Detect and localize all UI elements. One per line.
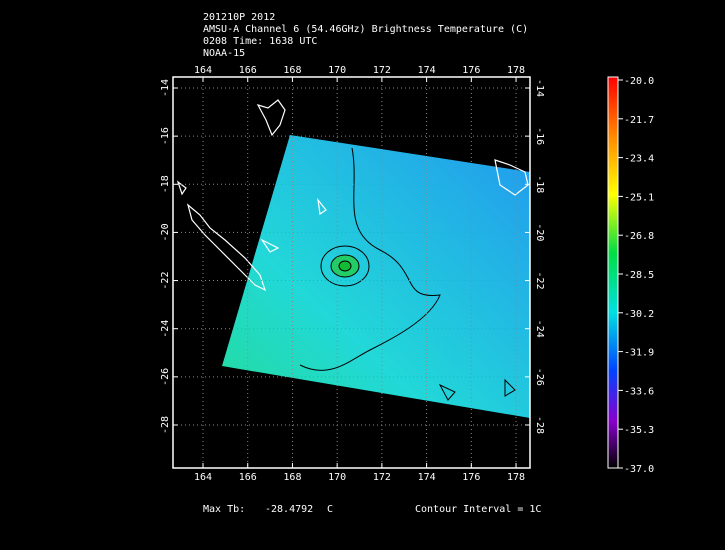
lon-label: 174 [418, 472, 436, 483]
colorbar-label: -33.6 [624, 386, 654, 397]
lat-label: -18 [534, 175, 545, 193]
colorbar-label: -28.5 [624, 270, 654, 281]
lon-label: 164 [194, 65, 212, 76]
colorbar-label: -31.9 [624, 348, 654, 359]
contour-line [338, 260, 352, 272]
lon-label: 176 [462, 472, 480, 483]
colorbar-label: -21.7 [624, 115, 654, 126]
lat-label: -14 [160, 79, 171, 97]
lat-label: -18 [160, 175, 171, 193]
lon-label: 166 [239, 472, 257, 483]
contour-line [320, 245, 370, 287]
lat-label: -28 [160, 416, 171, 434]
contour-interval: Contour Interval = 1C [415, 504, 541, 515]
coastline [186, 203, 267, 292]
lat-label: -22 [160, 272, 171, 290]
max-unit: C [327, 504, 333, 515]
lat-label: -26 [534, 368, 545, 386]
colorbar-label: -35.3 [624, 425, 654, 436]
header-line: 201210P 2012 [203, 12, 275, 23]
lat-label: -16 [534, 127, 545, 145]
lon-label: 168 [283, 472, 301, 483]
lat-label: -28 [534, 416, 545, 434]
lon-label: 164 [194, 472, 212, 483]
lat-label: -24 [160, 320, 171, 338]
lat-label: -24 [534, 320, 545, 338]
lat-label: -20 [160, 223, 171, 241]
colorbar-labels: -20.0 -21.7 -23.4 -25.1 -26.8 -28.5 -30.2 -31.9… [618, 76, 654, 475]
coastline [494, 159, 529, 196]
coastline [256, 99, 286, 137]
lon-label: 174 [418, 65, 436, 76]
swath [222, 135, 530, 418]
lon-label: 178 [507, 65, 525, 76]
lon-label: 170 [328, 65, 346, 76]
lon-label: 172 [373, 472, 391, 483]
lat-label: -16 [160, 127, 171, 145]
max-value: -28.4792 [265, 504, 313, 515]
lon-label: 172 [373, 65, 391, 76]
lon-label: 176 [462, 65, 480, 76]
lat-label: -14 [534, 79, 545, 97]
lon-label: 170 [328, 472, 346, 483]
lon-label: 168 [283, 65, 301, 76]
colorbar-label: -30.2 [624, 309, 654, 320]
header-line: NOAA-15 [203, 48, 245, 59]
colorbar [607, 76, 619, 469]
coastlines [176, 99, 529, 292]
lon-label: 166 [239, 65, 257, 76]
graticule: 164 164 166 166 168 168 170 170 172 172 174 174 176 1… [160, 65, 545, 483]
lat-label: -20 [534, 223, 545, 241]
lat-label: -22 [534, 272, 545, 290]
footer: Max Tb: -28.4792 C Contour Interval = 1C [203, 504, 541, 515]
lat-label: -26 [160, 368, 171, 386]
header-line: 0208 Time: 1638 UTC [203, 36, 317, 47]
colorbar-label: -37.0 [624, 464, 654, 475]
coastline [176, 180, 327, 253]
colorbar-label: -20.0 [624, 76, 654, 87]
header-line: AMSU-A Channel 6 (54.46GHz) Brightness T… [203, 24, 528, 35]
colorbar-label: -23.4 [624, 154, 654, 165]
contours [299, 147, 516, 401]
colorbar-label: -25.1 [624, 192, 654, 203]
lon-label: 178 [507, 472, 525, 483]
contour-line [299, 147, 441, 371]
colorbar-label: -26.8 [624, 231, 654, 242]
header: 201210P 2012 AMSU-A Channel 6 (54.46GHz)… [203, 12, 528, 59]
map-frame [172, 76, 531, 469]
contour-line [438, 378, 516, 401]
max-label: Max Tb: [203, 504, 245, 515]
